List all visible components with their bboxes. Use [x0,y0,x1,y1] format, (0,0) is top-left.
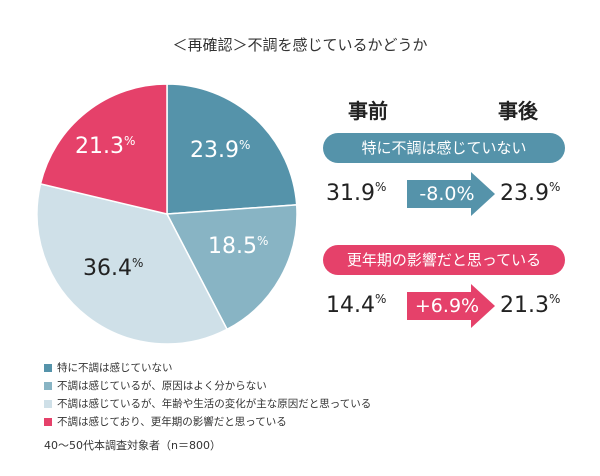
legend-item: 不調は感じているが、原因はよく分からない [44,378,267,393]
comparison-pill: 更年期の影響だと思っている [323,245,565,275]
legend-swatch [44,418,52,426]
comparison-pill: 特に不調は感じていない [323,133,565,163]
slice-label: 23.9% [190,138,251,163]
after-value: 21.3% [500,292,561,318]
sample-note: 40～50代本調査対象者（n＝800） [44,439,221,452]
after-header: 事後 [498,99,538,123]
legend-item: 特に不調は感じていない [44,360,173,375]
legend-swatch [44,364,52,372]
pie-slice [39,83,168,215]
change-value: +6.9% [414,295,480,317]
legend-item: 不調は感じており、更年期の影響だと思っている [44,414,287,429]
pie-slice [166,83,298,215]
slice-label: 21.3% [75,134,136,159]
change-arrow: +6.9% [407,284,495,328]
legend-swatch [44,382,52,390]
change-value: -8.0% [419,183,475,205]
after-value: 23.9% [500,180,561,206]
before-value: 14.4% [326,292,387,318]
before-header: 事前 [348,99,388,123]
before-value: 31.9% [326,180,387,206]
chart-title: ＜再確認＞不調を感じているかどうか [172,36,428,54]
slice-label: 36.4% [83,256,144,281]
legend-swatch [44,400,52,408]
pie-slice [165,204,298,331]
legend-item: 不調は感じているが、年齢や生活の変化が主な原因だと思っている [44,396,371,411]
pie-slice [36,182,229,345]
slice-label: 18.5% [208,234,269,259]
change-arrow: -8.0% [407,172,495,216]
